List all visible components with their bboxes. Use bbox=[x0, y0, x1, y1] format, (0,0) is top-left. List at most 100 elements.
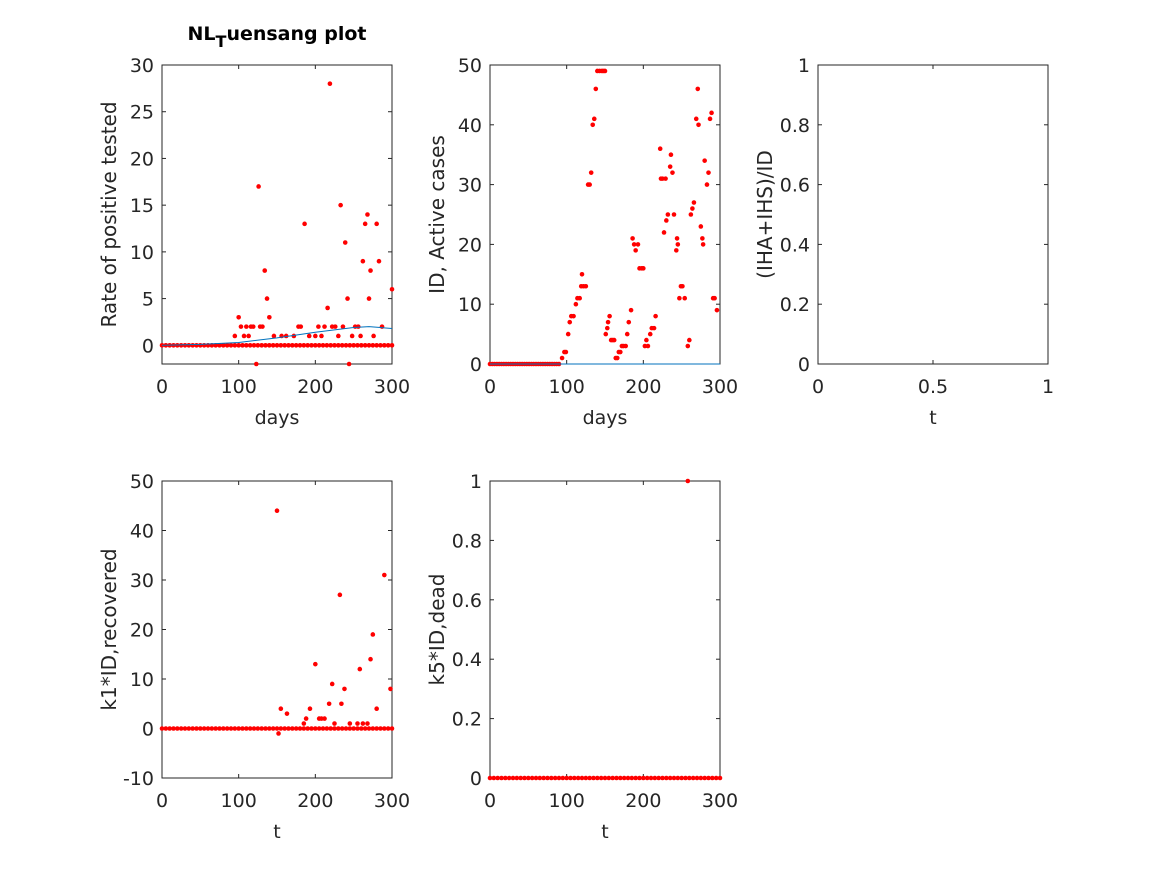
x-axis-label: days bbox=[583, 407, 628, 429]
data-point bbox=[579, 272, 585, 277]
data-point bbox=[205, 726, 211, 731]
data-point bbox=[319, 333, 324, 339]
data-point bbox=[366, 726, 372, 731]
data-point bbox=[665, 212, 671, 217]
data-point bbox=[506, 775, 512, 781]
x-tick-label: 0 bbox=[156, 790, 168, 812]
data-point bbox=[667, 164, 673, 169]
data-point bbox=[286, 726, 291, 731]
data-point bbox=[217, 343, 222, 348]
data-point bbox=[267, 343, 272, 348]
x-tick-label: 300 bbox=[702, 790, 738, 812]
data-point bbox=[376, 258, 382, 264]
data-point bbox=[316, 343, 322, 348]
data-point bbox=[559, 355, 565, 361]
data-point bbox=[598, 775, 604, 781]
data-point bbox=[284, 711, 290, 716]
data-point bbox=[322, 716, 327, 721]
data-point bbox=[606, 775, 612, 781]
y-axis-label: k1*ID,recovered bbox=[97, 548, 121, 710]
data-point bbox=[259, 343, 264, 348]
data-point bbox=[568, 775, 573, 781]
y-tick-label: 0 bbox=[142, 719, 154, 741]
data-point bbox=[360, 721, 366, 726]
title-rest: uensang plot bbox=[226, 23, 366, 45]
y-tick-label: 0 bbox=[470, 354, 482, 376]
data-point bbox=[668, 152, 674, 157]
data-point bbox=[700, 236, 705, 241]
data-point bbox=[491, 775, 497, 781]
data-point bbox=[563, 349, 569, 355]
data-point bbox=[588, 170, 594, 175]
data-point bbox=[629, 775, 635, 781]
data-point bbox=[332, 324, 338, 329]
y-tick-label: 5 bbox=[142, 289, 154, 311]
data-point bbox=[326, 701, 332, 707]
data-point bbox=[282, 726, 287, 731]
data-point bbox=[339, 701, 344, 707]
data-point bbox=[224, 343, 230, 348]
data-point bbox=[355, 721, 360, 726]
data-point bbox=[182, 726, 188, 731]
data-point bbox=[213, 726, 218, 731]
data-point bbox=[663, 176, 668, 181]
data-point bbox=[682, 295, 688, 301]
data-point bbox=[282, 343, 287, 348]
y-tick-label: 10 bbox=[130, 669, 154, 691]
data-point bbox=[338, 202, 343, 208]
data-point bbox=[495, 775, 500, 781]
data-point bbox=[313, 661, 318, 667]
x-tick-label: 1 bbox=[1042, 376, 1054, 398]
data-point bbox=[194, 726, 199, 731]
data-point bbox=[324, 726, 330, 731]
data-point bbox=[263, 726, 268, 731]
data-point bbox=[244, 343, 249, 348]
data-point bbox=[251, 726, 257, 731]
data-point bbox=[529, 775, 535, 781]
y-tick-label: 20 bbox=[458, 234, 482, 256]
title-subscript: T bbox=[216, 32, 227, 51]
data-point bbox=[255, 726, 261, 731]
data-point bbox=[709, 110, 714, 116]
data-point bbox=[322, 324, 327, 329]
data-point bbox=[522, 775, 527, 781]
title-main: NL bbox=[188, 23, 216, 45]
data-point bbox=[328, 343, 333, 348]
data-point bbox=[238, 324, 244, 329]
x-tick-label: 200 bbox=[297, 790, 333, 812]
data-point bbox=[247, 343, 253, 348]
data-point bbox=[221, 343, 226, 348]
data-point bbox=[630, 236, 635, 241]
data-point bbox=[378, 343, 383, 348]
data-point bbox=[579, 775, 585, 781]
data-point bbox=[320, 343, 326, 348]
data-point bbox=[303, 716, 309, 721]
data-point bbox=[366, 296, 372, 301]
data-point bbox=[605, 319, 611, 325]
data-point bbox=[325, 305, 330, 311]
data-point bbox=[290, 343, 295, 348]
data-point bbox=[510, 775, 516, 781]
data-point bbox=[695, 86, 701, 92]
data-point bbox=[389, 726, 395, 731]
data-point bbox=[647, 331, 653, 337]
data-point bbox=[339, 343, 345, 348]
data-point bbox=[675, 242, 681, 247]
data-point bbox=[564, 775, 569, 781]
data-point bbox=[256, 184, 261, 189]
fit-line bbox=[161, 326, 393, 346]
data-point bbox=[366, 343, 372, 348]
data-point bbox=[602, 68, 608, 74]
data-point bbox=[648, 775, 654, 781]
data-point bbox=[259, 726, 264, 731]
data-point bbox=[267, 726, 272, 731]
data-point bbox=[656, 775, 661, 781]
y-tick-label: 20 bbox=[130, 148, 154, 170]
y-axis-label: (IHA+IHS)/ID bbox=[753, 150, 777, 279]
data-point bbox=[633, 248, 638, 253]
data-point bbox=[628, 307, 634, 313]
data-point bbox=[706, 775, 711, 781]
data-point bbox=[577, 295, 582, 301]
data-point bbox=[385, 726, 391, 731]
data-point bbox=[645, 343, 651, 349]
